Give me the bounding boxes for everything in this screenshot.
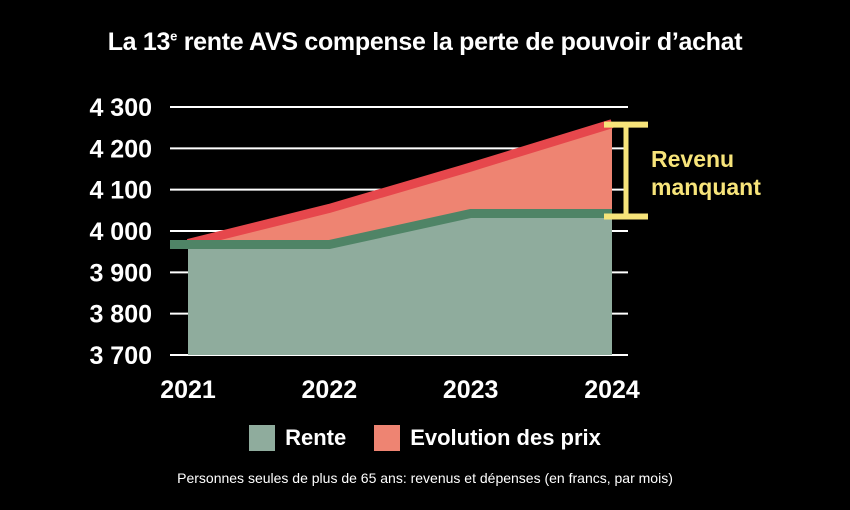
y-tick-label-4: 3 900 [89, 259, 152, 287]
chart-area: 4 300 4 200 4 100 4 000 3 900 3 800 3 700 2021… [89, 94, 761, 404]
y-axis-ticks: 4 300 4 200 4 100 4 000 3 900 3 800 3 700 [89, 94, 152, 370]
area-rente [188, 216, 612, 355]
legend: Rente Evolution des prix [0, 425, 850, 451]
annotation-line-2: manquant [651, 174, 761, 200]
y-tick-label-1: 4 200 [89, 135, 152, 163]
x-tick-label-0: 2021 [160, 376, 216, 404]
area-evolution-des-prix [188, 127, 612, 248]
title-rest: rente AVS compense la perte de pouvoir d… [177, 28, 743, 56]
legend-item-rente: Rente [249, 425, 346, 451]
legend-label-rente: Rente [285, 425, 347, 450]
x-axis-ticks: 2021 2022 2023 2024 [160, 376, 640, 404]
chart-title: La 13e rente AVS compense la perte de po… [0, 28, 850, 57]
legend-label-prix: Evolution des prix [410, 425, 601, 450]
y-tick-label-2: 4 100 [89, 177, 152, 205]
legend-item-prix: Evolution des prix [374, 425, 601, 451]
y-tick-label-5: 3 800 [89, 301, 152, 329]
line-evolution-des-prix [186, 119, 614, 248]
title-main: La 13 [107, 28, 171, 56]
footnote: Personnes seules de plus de 65 ans: reve… [177, 470, 673, 486]
y-tick-label-3: 4 000 [89, 218, 152, 246]
y-tick-label-0: 4 300 [89, 94, 152, 122]
x-tick-label-2: 2023 [443, 376, 499, 404]
x-tick-label-1: 2022 [302, 376, 358, 404]
data-areas [170, 119, 614, 355]
line-rente [170, 209, 612, 250]
revenu-manquant-bracket [604, 121, 648, 220]
legend-swatch-rente [249, 425, 276, 451]
x-tick-label-3: 2024 [584, 376, 640, 404]
annotation-line-1: Revenu [651, 146, 734, 172]
y-tick-label-6: 3 700 [89, 342, 152, 370]
legend-swatch-prix [374, 425, 401, 451]
title-superscript: e [170, 28, 178, 44]
